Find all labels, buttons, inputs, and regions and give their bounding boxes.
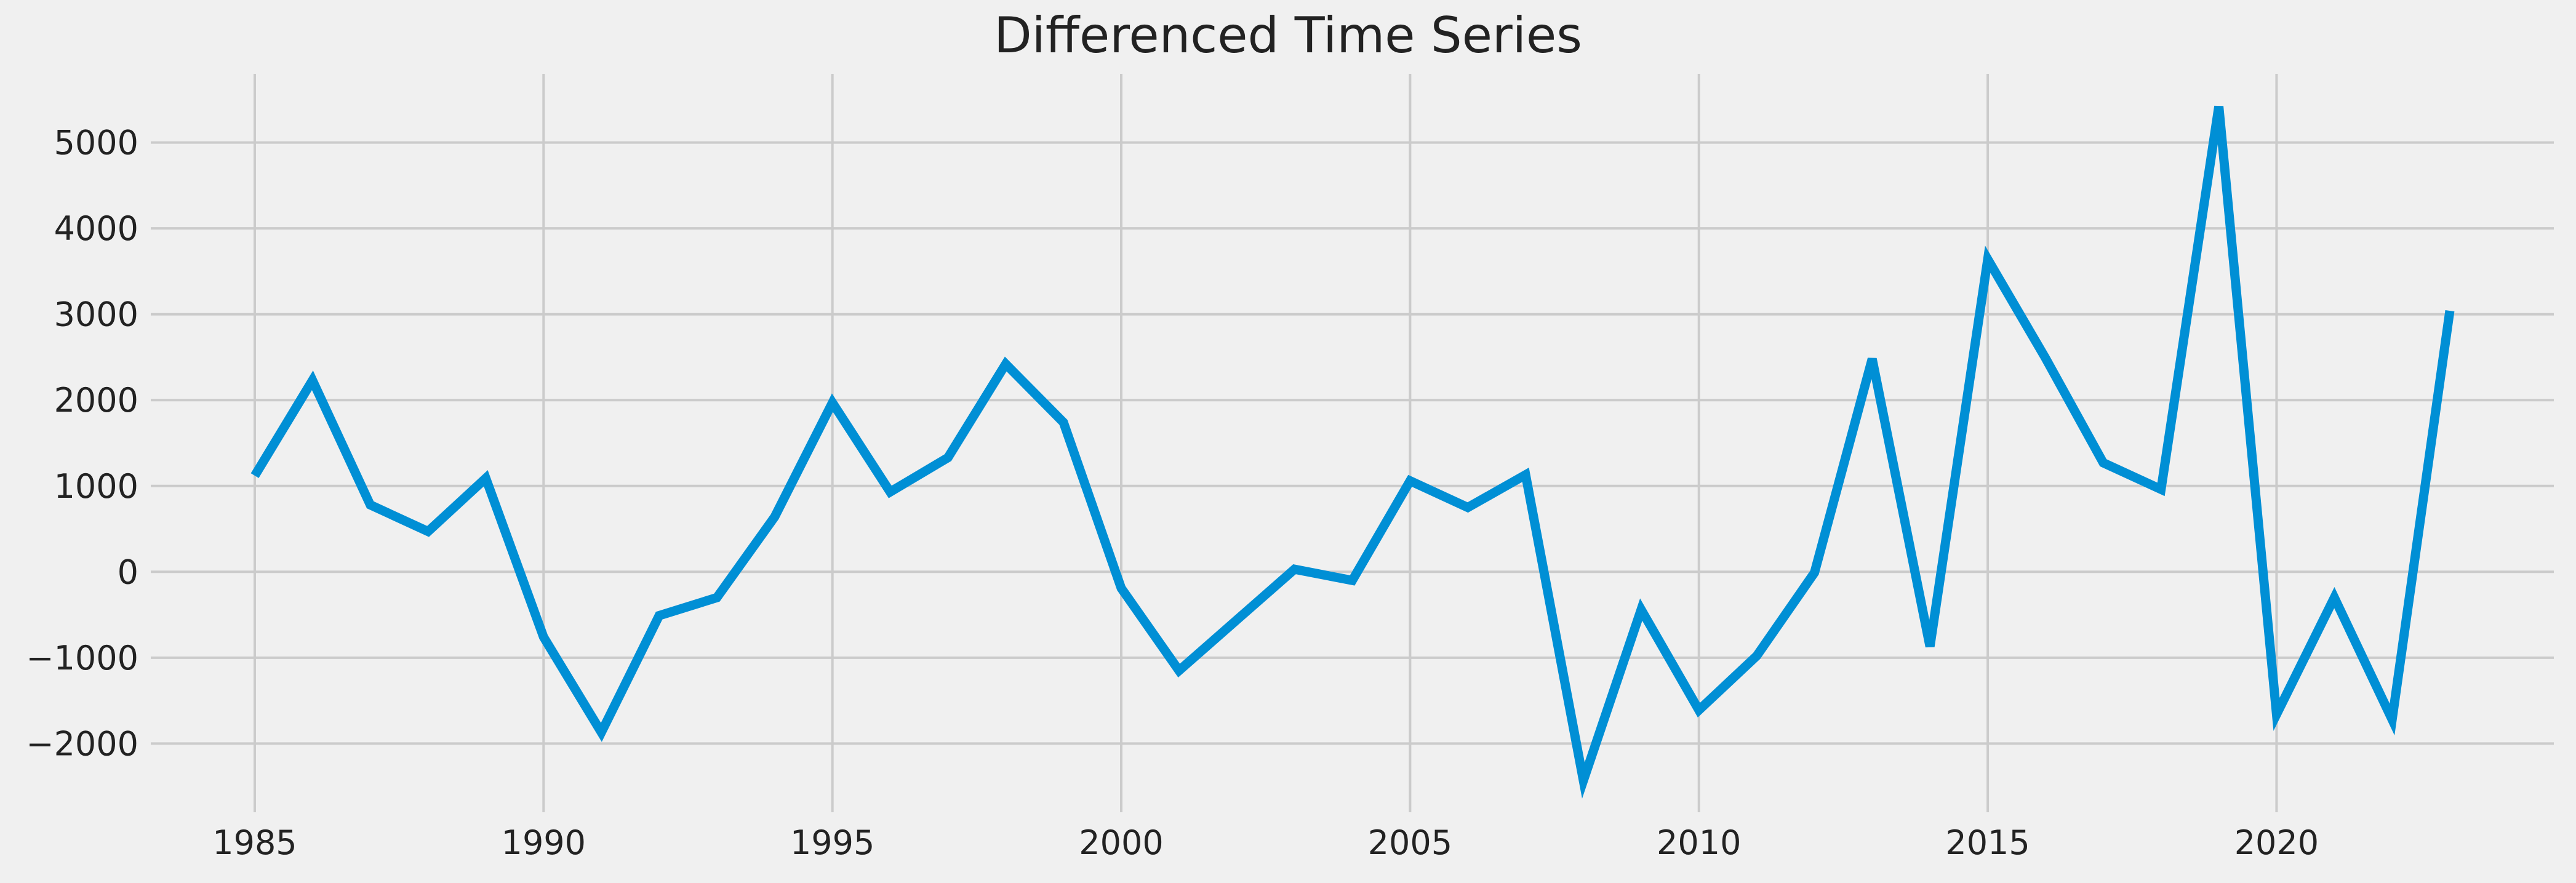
x-tick-label: 1985	[212, 823, 297, 862]
x-tick-label: 2015	[1945, 823, 2030, 862]
chart-title: Differenced Time Series	[994, 7, 1582, 64]
y-tick-label: 3000	[54, 295, 138, 334]
x-tick-label: 1990	[502, 823, 586, 862]
y-tick-label: 4000	[54, 209, 138, 248]
series-layer	[250, 105, 2455, 799]
y-tick-label: 1000	[54, 467, 138, 506]
y-tick-label: 5000	[54, 124, 138, 162]
y-tick-label: 0	[118, 553, 138, 591]
x-axis-ticks: 1985 1990 1995 2000 2005 2010 2015 2020	[212, 823, 2319, 862]
x-tick-label: 1995	[790, 823, 874, 862]
x-tick-label: 2000	[1079, 823, 1163, 862]
x-tick-label: 2005	[1368, 823, 1452, 862]
x-tick-label: 2010	[1657, 823, 1741, 862]
y-tick-label: −1000	[26, 639, 138, 677]
series-line	[250, 105, 2455, 799]
grid	[151, 74, 2554, 812]
y-tick-label: 2000	[54, 381, 138, 420]
y-tick-label: −2000	[26, 724, 138, 763]
x-tick-label: 2020	[2234, 823, 2319, 862]
y-axis-ticks: −2000 −1000 0 1000 2000 3000 4000 5000	[26, 124, 138, 764]
